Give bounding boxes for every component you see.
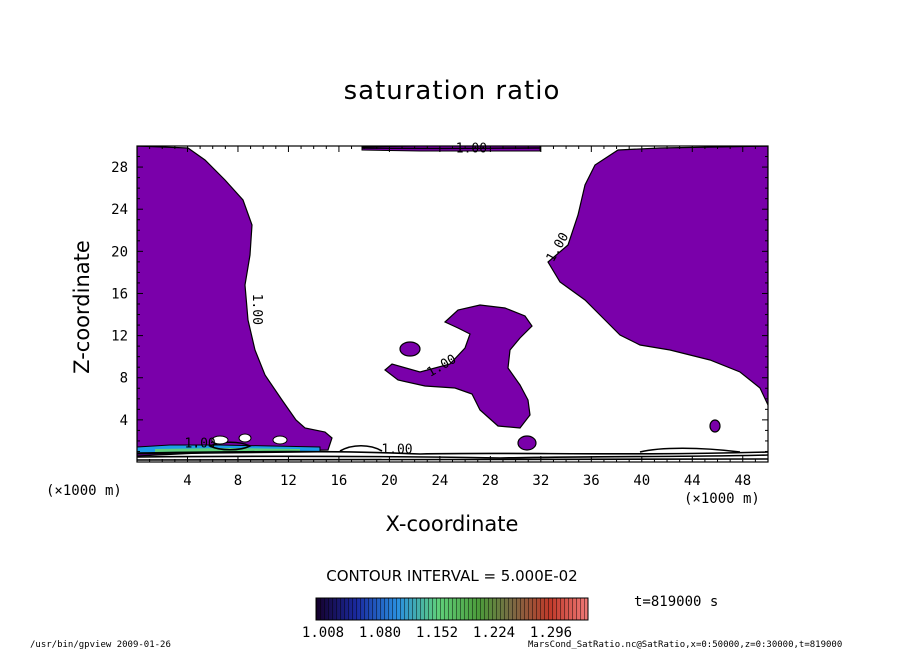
supersaturated-patch — [709, 419, 721, 433]
x-tick-label: 24 — [431, 473, 448, 489]
colorbar-tick-label: 1.008 — [302, 625, 344, 641]
y-tick-label: 24 — [111, 202, 128, 218]
supersaturated-region-center — [384, 304, 533, 429]
footer-right: MarsCond_SatRatio.nc@SatRatio,x=0:50000,… — [528, 640, 843, 650]
supersaturated-region-left — [137, 146, 333, 457]
y-axis-label: Z-coordinate — [70, 240, 94, 374]
footer-left: /usr/bin/gpview 2009-01-26 — [30, 640, 171, 650]
x-tick-label: 44 — [684, 473, 701, 489]
x-tick-label: 36 — [583, 473, 600, 489]
supersaturated-patch — [399, 341, 421, 357]
x-tick-label: 32 — [532, 473, 549, 489]
x-tick-label: 12 — [280, 473, 297, 489]
x-tick-labels: 4 8 12 16 20 24 28 32 36 40 44 48 — [183, 473, 751, 489]
x-tick-label: 48 — [734, 473, 751, 489]
contour-interval: CONTOUR INTERVAL = 5.000E-02 — [326, 567, 578, 585]
x-axis-label: X-coordinate — [385, 512, 519, 536]
y-tick-label: 12 — [111, 329, 128, 345]
y-tick-label: 16 — [111, 286, 128, 302]
supersaturated-region-right — [547, 146, 768, 406]
colorbar-tick-label: 1.224 — [473, 625, 515, 641]
chart-title: saturation ratio — [343, 76, 561, 106]
y-tick-label: 28 — [111, 160, 128, 176]
contour-fill-layer — [137, 146, 768, 461]
x-tick-label: 20 — [381, 473, 398, 489]
supersaturated-patch — [517, 435, 537, 451]
time-label: t=819000 s — [634, 594, 719, 610]
y-tick-label: 8 — [120, 371, 128, 387]
contour-label: 1.00 — [456, 141, 487, 156]
y-tick-labels: 4 8 12 16 20 24 28 — [111, 160, 128, 429]
x-tick-label: 16 — [330, 473, 347, 489]
colorbar-tick-labels: 1.008 1.080 1.152 1.224 1.296 — [302, 625, 572, 641]
colorbar-tick-label: 1.080 — [359, 625, 401, 641]
x-tick-label: 40 — [633, 473, 650, 489]
colorbar-stripes — [316, 598, 588, 620]
colorbar-tick-label: 1.152 — [416, 625, 458, 641]
x-tick-label: 4 — [183, 473, 191, 489]
contour-label: 1.00 — [184, 436, 215, 451]
x-unit-label-right: (×1000 m) — [684, 491, 760, 507]
x-tick-label: 8 — [234, 473, 242, 489]
x-unit-label-left: (×1000 m) — [46, 483, 122, 499]
contour-label: 1.00 — [381, 443, 412, 458]
colorbar-tick-label: 1.296 — [530, 625, 572, 641]
y-tick-label: 20 — [111, 244, 128, 260]
contour-label: 1.00 — [249, 294, 264, 325]
axis-ticks — [137, 146, 768, 462]
unsaturated-holes — [211, 433, 288, 445]
x-tick-label: 28 — [482, 473, 499, 489]
y-tick-label: 4 — [120, 413, 128, 429]
